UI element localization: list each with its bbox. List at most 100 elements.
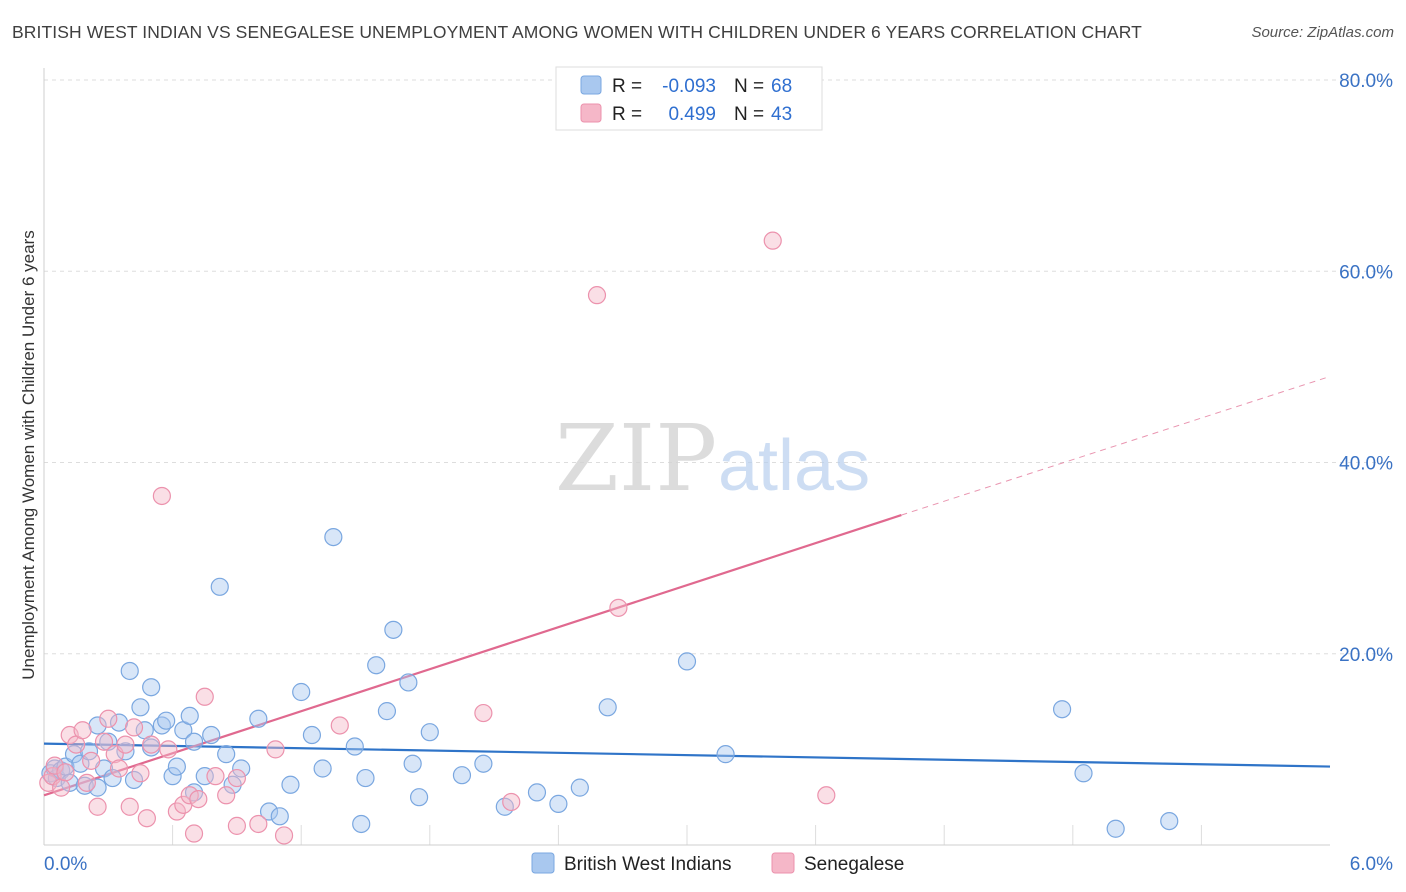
series-label-blue: British West Indians: [564, 854, 732, 875]
point-british-west-indians: [1160, 811, 1179, 831]
point-british-west-indians: [420, 723, 439, 742]
point-senegalese: [131, 764, 150, 783]
point-british-west-indians: [202, 725, 221, 745]
point-british-west-indians: [249, 709, 268, 728]
legend-swatch-pink: [580, 103, 602, 123]
point-senegalese: [227, 816, 246, 835]
legend-n-label: N =: [734, 104, 764, 125]
point-british-west-indians: [352, 814, 371, 834]
point-senegalese: [227, 768, 246, 788]
point-british-west-indians: [356, 768, 375, 788]
point-british-west-indians: [677, 652, 697, 671]
point-senegalese: [137, 809, 156, 828]
series-swatch-blue: [531, 852, 555, 874]
point-senegalese: [109, 759, 129, 778]
trend-lines: [43, 375, 1331, 797]
series-swatch-pink: [771, 852, 795, 874]
point-british-west-indians: [716, 745, 735, 764]
series-label-pink: Senegalese: [804, 854, 904, 875]
point-senegalese: [82, 751, 101, 770]
point-senegalese: [124, 718, 144, 737]
point-british-west-indians: [1106, 819, 1125, 838]
point-senegalese: [52, 778, 71, 797]
point-senegalese: [56, 763, 75, 782]
point-senegalese: [77, 773, 96, 792]
point-british-west-indians: [210, 577, 229, 596]
point-british-west-indians: [163, 767, 182, 786]
point-british-west-indians: [1052, 700, 1072, 719]
legend-n-value: 68: [771, 76, 792, 97]
point-senegalese: [206, 767, 225, 786]
point-british-west-indians: [302, 725, 322, 745]
point-british-west-indians: [324, 527, 343, 547]
legend-n-label: N =: [734, 76, 764, 97]
trend-british-west-indians: [43, 742, 1331, 768]
y-tick-labels: 20.0% 40.0% 60.0% 80.0%: [1339, 71, 1393, 666]
point-british-west-indians: [124, 770, 144, 790]
point-senegalese: [330, 716, 349, 735]
point-british-west-indians: [131, 698, 150, 717]
point-british-west-indians: [1074, 764, 1093, 783]
point-senegalese: [217, 786, 236, 805]
point-senegalese: [249, 814, 268, 834]
point-british-west-indians: [452, 766, 472, 785]
point-senegalese: [88, 797, 107, 816]
point-senegalese: [266, 740, 285, 759]
y-tick-label: 20.0%: [1339, 645, 1393, 666]
source-credit: Source: ZipAtlas.com: [1251, 24, 1394, 41]
point-senegalese: [474, 703, 493, 723]
point-british-west-indians: [120, 661, 139, 681]
correlation-legend: R = -0.093 N = 68 R = 0.499 N = 43: [555, 66, 823, 131]
point-british-west-indians: [184, 732, 204, 751]
y-tick-label: 80.0%: [1339, 71, 1393, 92]
point-british-west-indians: [281, 775, 300, 794]
legend-n-value: 43: [771, 104, 792, 125]
point-senegalese: [152, 486, 171, 506]
point-british-west-indians: [384, 620, 403, 639]
point-senegalese: [817, 786, 836, 805]
point-senegalese: [587, 286, 607, 305]
point-senegalese: [195, 687, 214, 706]
legend-r-value: -0.093: [662, 76, 716, 97]
point-british-west-indians: [474, 754, 493, 773]
point-senegalese: [116, 735, 135, 754]
point-senegalese: [94, 732, 114, 751]
data-points: [39, 231, 1179, 845]
y-tick-label: 60.0%: [1339, 262, 1393, 283]
point-senegalese: [167, 802, 186, 821]
point-british-west-indians: [259, 802, 279, 821]
point-british-west-indians: [527, 783, 547, 802]
grid-lines: [44, 79, 1392, 845]
y-axis-label: Unemployment Among Women with Children U…: [19, 230, 38, 679]
point-british-west-indians: [157, 711, 176, 730]
point-senegalese: [99, 709, 118, 728]
point-british-west-indians: [103, 768, 122, 788]
axes: [43, 68, 1330, 846]
x-tick-labels: 0.0% 6.0%: [44, 854, 1393, 875]
point-british-west-indians: [598, 698, 617, 717]
point-senegalese: [609, 598, 628, 617]
watermark: ZIP atlas: [555, 405, 870, 512]
point-british-west-indians: [403, 754, 422, 773]
legend-r-value: 0.499: [668, 104, 716, 125]
legend-r-label: R =: [612, 104, 642, 125]
point-british-west-indians: [167, 757, 186, 776]
trend-senegalese-projection: [901, 375, 1331, 516]
point-british-west-indians: [88, 778, 107, 797]
x-tick-label: 0.0%: [44, 854, 87, 875]
trend-senegalese: [43, 514, 902, 797]
point-senegalese: [73, 721, 92, 740]
point-british-west-indians: [116, 742, 135, 761]
point-british-west-indians: [270, 807, 289, 826]
y-tick-label: 40.0%: [1339, 454, 1393, 475]
point-senegalese: [189, 789, 208, 809]
point-senegalese: [120, 797, 139, 816]
point-senegalese: [180, 786, 199, 805]
point-senegalese: [763, 231, 782, 250]
point-senegalese: [184, 824, 204, 843]
point-british-west-indians: [292, 682, 311, 702]
point-british-west-indians: [345, 737, 364, 756]
point-british-west-indians: [232, 759, 251, 778]
chart-title: BRITISH WEST INDIAN VS SENEGALESE UNEMPL…: [12, 22, 1142, 42]
